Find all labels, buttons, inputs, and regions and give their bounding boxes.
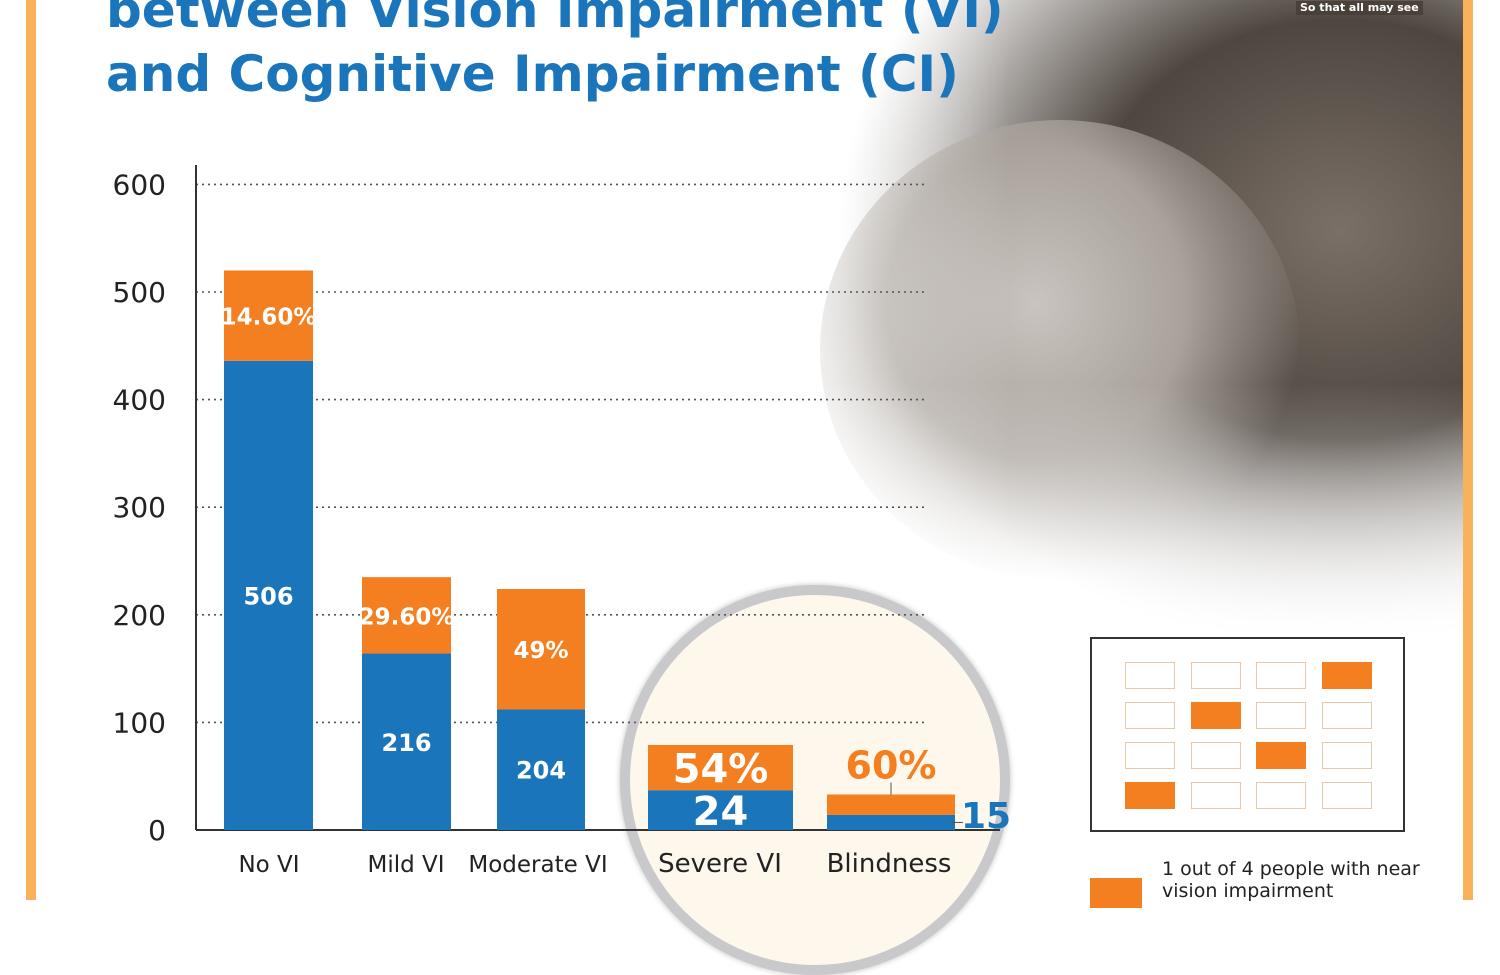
legend-cell-empty bbox=[1321, 782, 1372, 809]
data-label-percent: 49% bbox=[513, 638, 568, 664]
photo-fade bbox=[640, 0, 1463, 640]
data-label-count: 15 bbox=[961, 796, 1011, 837]
legend-cell-empty bbox=[1321, 702, 1372, 729]
legend-cell-filled bbox=[1321, 662, 1372, 689]
x-category-label: No VI bbox=[238, 852, 299, 878]
bar-segment-orange bbox=[827, 794, 955, 815]
bar-segment-orange bbox=[497, 588, 585, 710]
legend-cell-empty bbox=[1125, 702, 1175, 729]
legend-cell-filled bbox=[1125, 782, 1175, 809]
bar-segment-orange bbox=[362, 577, 451, 654]
legend-grid bbox=[1090, 637, 1405, 832]
bar-segment-orange bbox=[648, 744, 793, 791]
data-label-count: 204 bbox=[516, 757, 566, 785]
y-tick-label: 500 bbox=[113, 276, 166, 309]
page-title: between Vision Impairment (VI) and Cogni… bbox=[106, 0, 1004, 106]
y-tick-label: 100 bbox=[113, 706, 166, 739]
data-label-count: 24 bbox=[693, 789, 749, 835]
legend-cell-empty bbox=[1256, 702, 1306, 729]
data-label-count: 216 bbox=[381, 729, 431, 757]
legend-cell-empty bbox=[1125, 662, 1175, 689]
bar-segment-blue bbox=[362, 653, 451, 830]
legend-cell-empty bbox=[1190, 782, 1241, 809]
data-label-percent: 29.60% bbox=[359, 604, 455, 630]
x-category-label: Mild VI bbox=[367, 852, 444, 878]
legend-cell-empty bbox=[1190, 742, 1241, 769]
x-category-label: Severe VI bbox=[658, 849, 782, 879]
bar-segment-blue bbox=[224, 360, 313, 830]
logo-tagline: So that all may see bbox=[1296, 1, 1423, 15]
bar-segment-blue bbox=[648, 790, 793, 830]
legend-swatch bbox=[1090, 878, 1142, 908]
y-tick-label: 400 bbox=[113, 384, 166, 417]
y-tick-label: 600 bbox=[113, 168, 166, 201]
right-border bbox=[1463, 0, 1473, 900]
legend-cell-empty bbox=[1256, 782, 1306, 809]
legend-cell-empty bbox=[1125, 742, 1175, 769]
data-label-count: 506 bbox=[243, 582, 293, 610]
bar-segment-blue bbox=[827, 814, 955, 830]
legend-cell-empty bbox=[1256, 662, 1306, 689]
title-line-2: and Cognitive Impairment (CI) bbox=[106, 45, 960, 103]
data-label-percent: 14.60% bbox=[221, 305, 317, 331]
bar-segment-orange bbox=[224, 270, 313, 361]
data-label-percent: 60% bbox=[846, 743, 937, 787]
legend-cell-empty bbox=[1190, 662, 1241, 689]
legend-cell-empty bbox=[1321, 742, 1372, 769]
left-border bbox=[26, 0, 36, 900]
x-category-label: Moderate VI bbox=[468, 852, 607, 878]
bar-segment-blue bbox=[497, 709, 585, 830]
data-label-percent: 54% bbox=[673, 747, 769, 793]
x-category-label: Blindness bbox=[827, 849, 952, 879]
legend-cell-filled bbox=[1190, 702, 1241, 729]
y-tick-label: 200 bbox=[113, 599, 166, 632]
y-tick-label: 300 bbox=[113, 491, 166, 524]
stacked-bar-chart: 0 100 200 300 400 500 600 506 14.60% No VI 216 29.6… bbox=[113, 165, 1011, 879]
y-tick-label: 0 bbox=[148, 814, 166, 847]
legend-cell-filled bbox=[1256, 742, 1306, 769]
title-line-1: between Vision Impairment (VI) bbox=[106, 0, 1004, 39]
legend-label: 1 out of 4 people with near vision impai… bbox=[1162, 858, 1420, 902]
